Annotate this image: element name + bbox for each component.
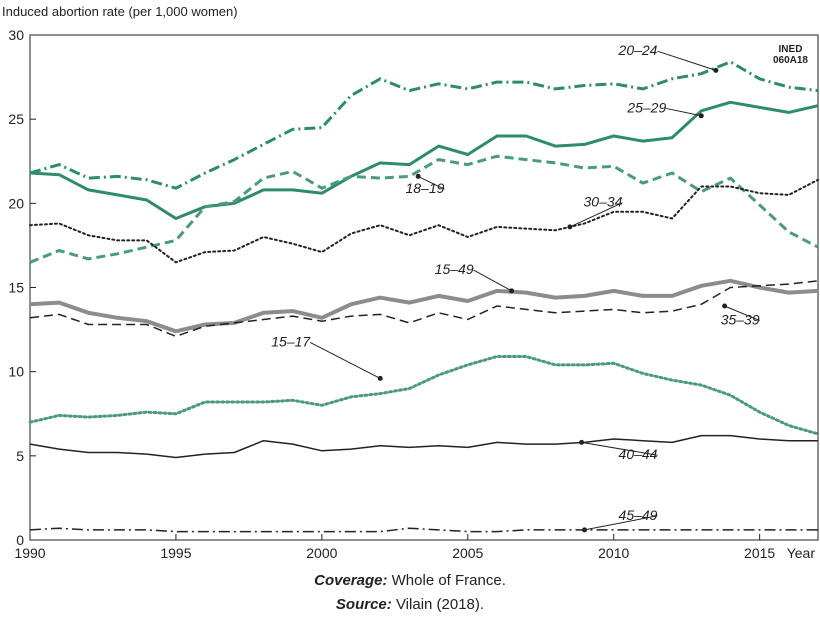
source-text: Vilain (2018).: [391, 596, 485, 613]
coverage-label: Coverage:: [314, 572, 388, 589]
label-leader: [581, 441, 658, 456]
x-axis-title: Year: [787, 545, 816, 560]
label-arrowhead: [713, 67, 719, 73]
series-line: [29, 154, 819, 264]
label-arrowhead: [509, 288, 515, 294]
series-label: 25–29: [626, 99, 666, 115]
label-leader: [417, 175, 445, 190]
label-arrowhead: [567, 224, 573, 230]
series-label: 20–24: [618, 42, 658, 58]
label-leader: [309, 341, 381, 379]
x-tick-label: 2000: [306, 545, 337, 560]
badge-line-2: 060A18: [772, 55, 808, 66]
y-tick-label: 10: [8, 364, 24, 380]
series-line: [28, 355, 820, 436]
series-label: 45–49: [619, 507, 658, 523]
label-leader: [724, 305, 760, 321]
label-arrowhead: [415, 173, 421, 179]
series-line: [29, 100, 819, 220]
coverage-note: Coverage: Whole of France.: [0, 572, 820, 589]
label-arrowhead: [579, 439, 585, 445]
x-tick-label: 2005: [452, 545, 483, 560]
y-tick-label: 0: [16, 532, 24, 548]
label-leader: [569, 202, 623, 228]
series-label: 18–19: [405, 180, 444, 196]
y-tick-label: 15: [8, 280, 24, 296]
series-label: 35–39: [721, 312, 760, 328]
label-leader: [657, 50, 717, 71]
label-arrowhead: [377, 375, 383, 381]
source-note: Source: Vilain (2018).: [0, 596, 820, 613]
x-tick-label: 2015: [744, 545, 775, 560]
label-arrowhead: [582, 527, 588, 533]
label-arrowhead: [722, 303, 728, 309]
ined-badge: INED 060A18: [773, 44, 808, 66]
series-label: 40–44: [619, 446, 658, 462]
series-line: [29, 280, 819, 338]
series-label: 30–34: [584, 194, 623, 210]
series-line: [29, 60, 819, 190]
series-line: [29, 178, 819, 264]
y-tick-label: 25: [8, 111, 24, 127]
label-leader: [584, 515, 658, 531]
y-tick-label: 20: [8, 195, 24, 211]
source-label: Source:: [335, 596, 392, 613]
label-leader: [666, 107, 702, 117]
line-chart: 0 5 10 15 20 25 30 1990 1995 2000 2005 2010 2015 Year…: [8, 27, 820, 560]
label-arrowhead: [698, 113, 704, 119]
x-tick-label: 2010: [598, 545, 629, 560]
series-line: [29, 527, 818, 533]
series-label: 15–49: [435, 261, 474, 277]
coverage-text: Whole of France.: [387, 572, 506, 589]
y-axis-title: Induced abortion rate (per 1,000 women): [2, 4, 238, 19]
label-leader: [473, 269, 512, 292]
y-tick-label: 5: [16, 448, 24, 464]
y-tick-label: 30: [8, 27, 24, 43]
series-label: 15–17: [271, 333, 311, 349]
series-line: [29, 278, 819, 334]
x-tick-label: 1995: [160, 545, 191, 560]
series-line: [29, 434, 818, 459]
x-tick-label: 1990: [14, 545, 45, 560]
badge-line-1: INED: [778, 44, 803, 55]
